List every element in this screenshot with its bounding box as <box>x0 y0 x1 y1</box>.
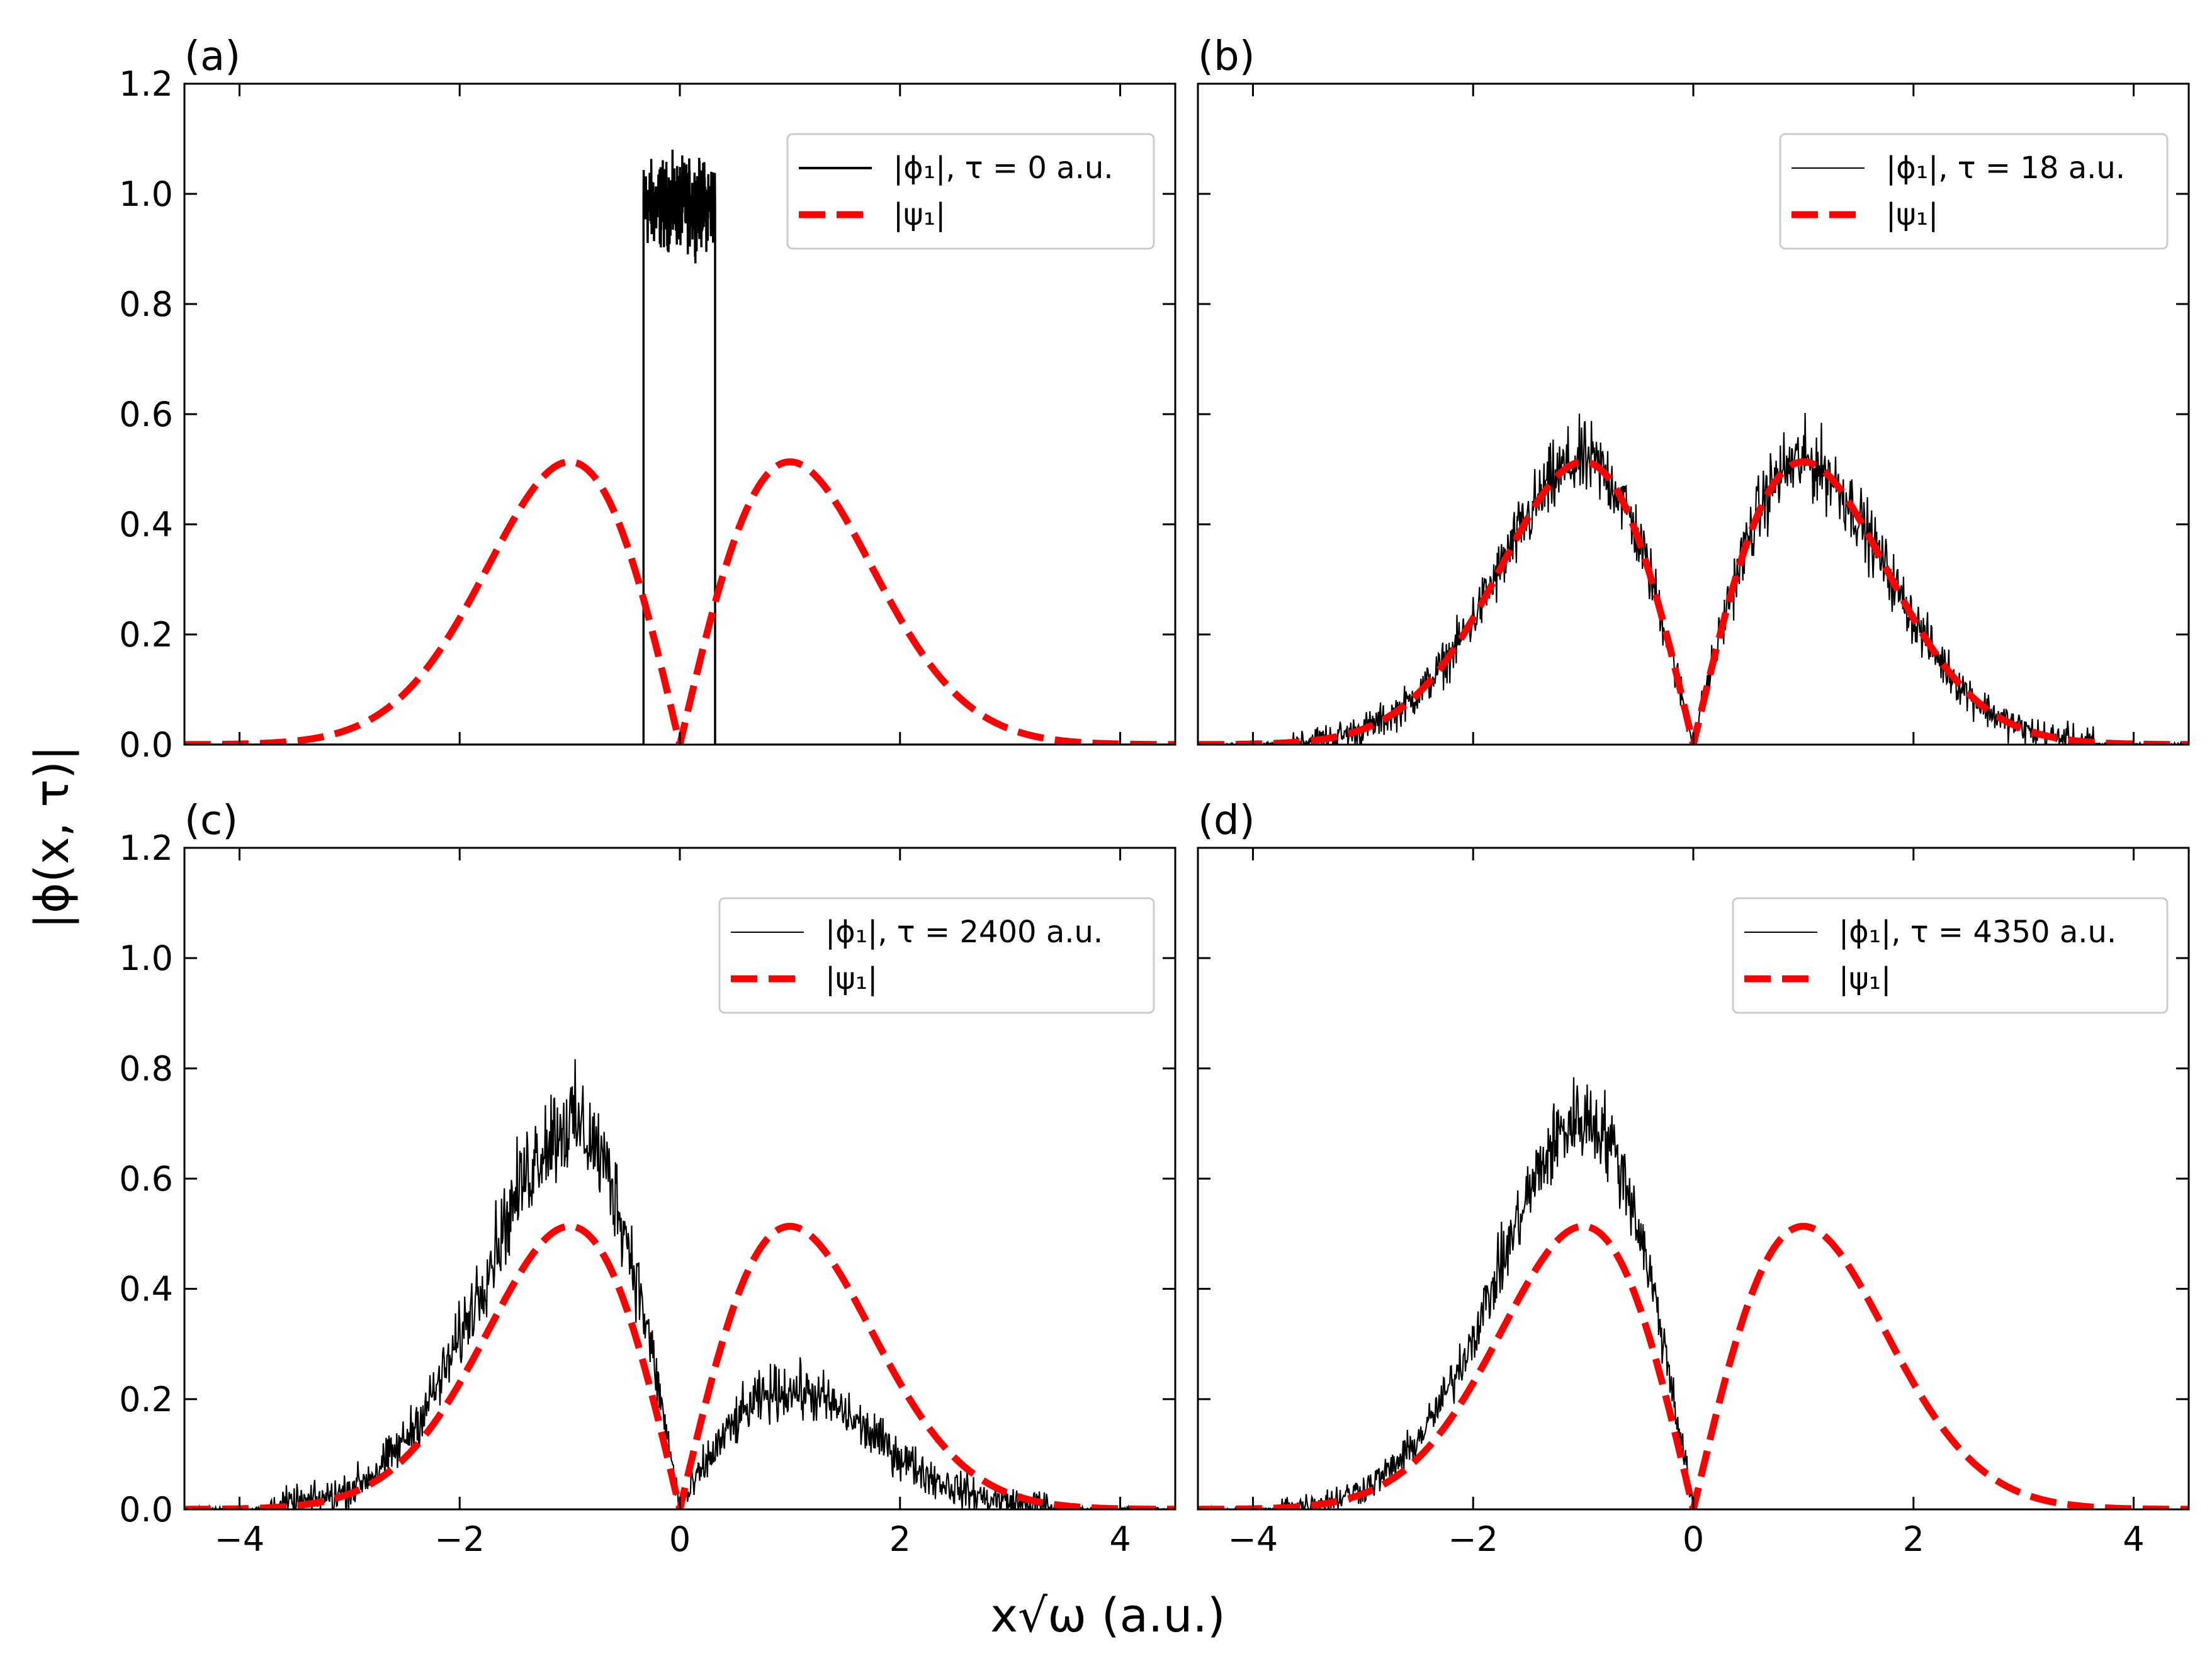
panel-c: (c) −4 −2 0 2 4 0.0 0.2 0.4 0.6 0.8 1.0 1.2 |ϕ₁|, τ =… <box>119 797 1177 1559</box>
x-tick-label: 4 <box>2123 1519 2144 1559</box>
x-tick-label: −4 <box>1228 1519 1278 1559</box>
panel-label: (b) <box>1198 33 1255 80</box>
panel-label: (a) <box>184 33 240 80</box>
y-tick-label: 1.2 <box>119 828 173 868</box>
legend-box <box>786 133 1155 250</box>
legend-label-phi1: |ϕ₁|, τ = 0 a.u. <box>893 150 1114 186</box>
x-axis-title: x√ω (a.u.) <box>990 1589 1225 1643</box>
panel-a: (a) 0.0 0.2 0.4 0.6 0.8 1.0 1.2 |ϕ₁|, τ = 0 a.u.… <box>119 33 1177 765</box>
series-psi1-line <box>184 458 1175 745</box>
legend-label-psi1: |ψ₁| <box>825 961 877 996</box>
y-tick-label: 0.2 <box>119 615 173 655</box>
plot-area <box>184 149 1175 745</box>
legend-label-psi1: |ψ₁| <box>1886 197 1938 232</box>
x-tick-label: 0 <box>1683 1519 1704 1559</box>
y-tick-label: 0.8 <box>119 285 173 324</box>
panel-label: (c) <box>184 797 238 844</box>
panel-d: (d) −4 −2 0 2 4 |ϕ₁|, τ = 4350 a.u. |ψ₁| <box>1197 797 2190 1559</box>
plot-area <box>1198 1077 2189 1509</box>
y-axis-title: |ϕ(x, τ)| <box>25 745 79 929</box>
x-tick-label: 2 <box>889 1519 911 1559</box>
y-tick-label: 0.4 <box>119 1270 173 1309</box>
y-tick-label: 0.8 <box>119 1049 173 1088</box>
plot-area <box>184 1059 1175 1509</box>
series-phi1-line <box>184 149 1175 745</box>
y-tick-label: 0.6 <box>119 1159 173 1199</box>
x-tick-label: 2 <box>1903 1519 1924 1559</box>
legend-box <box>1732 897 2169 1014</box>
series-psi1-line <box>1198 1222 2189 1509</box>
x-tick-label: −2 <box>1448 1519 1498 1559</box>
legend-box <box>718 897 1155 1014</box>
legend-label-phi1: |ϕ₁|, τ = 2400 a.u. <box>825 915 1103 950</box>
legend-label-psi1: |ψ₁| <box>1839 961 1891 996</box>
panels-group: (a) 0.0 0.2 0.4 0.6 0.8 1.0 1.2 |ϕ₁|, τ = 0 a.u.… <box>119 33 2190 1559</box>
y-tick-label: 1.2 <box>119 64 173 104</box>
legend-label-phi1: |ϕ₁|, τ = 18 a.u. <box>1886 150 2125 186</box>
panel-label: (d) <box>1198 797 1255 844</box>
y-tick-label: 1.0 <box>119 938 173 978</box>
series-phi1-line <box>1198 412 2189 745</box>
x-tick-label: 0 <box>669 1519 691 1559</box>
panel-b: (b) |ϕ₁|, τ = 18 a.u. |ψ₁| <box>1197 33 2190 746</box>
series-phi1-line <box>184 1059 1175 1509</box>
y-tick-label: 0.0 <box>119 725 173 765</box>
y-tick-label: 0.4 <box>119 505 173 544</box>
x-tick-label: −2 <box>434 1519 485 1559</box>
series-psi1-line <box>1198 458 2189 745</box>
x-tick-label: 4 <box>1109 1519 1131 1559</box>
series-psi1-line <box>184 1222 1175 1509</box>
y-tick-label: 0.0 <box>119 1490 173 1530</box>
series-phi1-line <box>1198 1077 2189 1509</box>
y-tick-label: 0.2 <box>119 1380 173 1419</box>
plot-area <box>1198 412 2189 745</box>
legend-label-psi1: |ψ₁| <box>893 197 945 232</box>
y-tick-label: 0.6 <box>119 395 173 434</box>
x-tick-label: −4 <box>215 1519 265 1559</box>
legend-box <box>1779 133 2169 250</box>
y-tick-label: 1.0 <box>119 174 173 214</box>
legend-label-phi1: |ϕ₁|, τ = 4350 a.u. <box>1839 915 2116 950</box>
